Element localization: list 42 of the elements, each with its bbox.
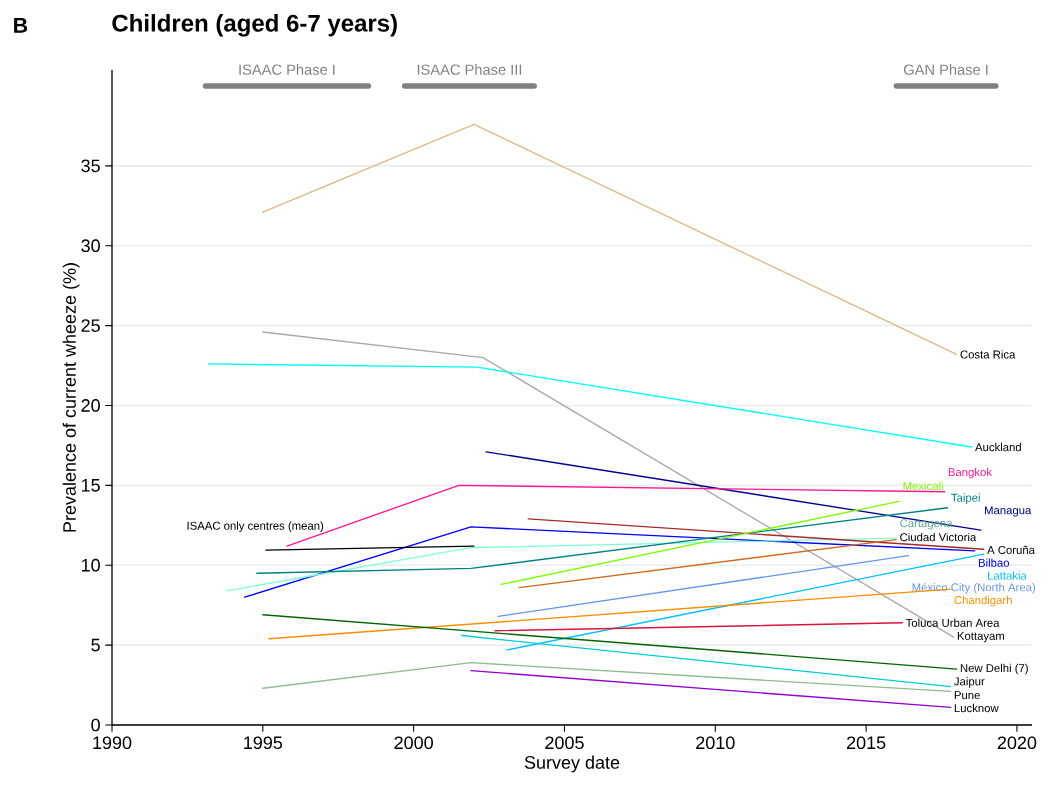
series-label: Auckland — [975, 442, 1021, 452]
annotation: ISAAC only centres (mean) — [187, 521, 324, 533]
series-label: Managua — [984, 506, 1032, 517]
series-label: Toluca Urban Area — [905, 618, 1000, 627]
y-tick-label: 5 — [91, 638, 100, 652]
series-label: Taipei — [951, 493, 980, 504]
x-tick-label: 2010 — [696, 736, 735, 750]
y-tick-label: 25 — [81, 319, 100, 332]
series-label: Bilbao — [978, 558, 1010, 567]
y-tick-label: 30 — [81, 239, 100, 253]
x-tick-label: 2000 — [394, 736, 433, 750]
text: B — [14, 17, 28, 33]
series-label: Kottayam — [957, 632, 1005, 643]
y-tick-label: 0 — [91, 718, 100, 732]
series-label: Costa Rica — [960, 350, 1016, 359]
y-tick-label: 10 — [81, 558, 100, 572]
x-tick-label: 1990 — [93, 736, 132, 750]
x-tick-label: 1995 — [244, 736, 283, 750]
y-axis-title: Prevalence of current wheeze (%) — [62, 263, 80, 532]
series-label: Ciudad Victoria — [900, 532, 977, 542]
series-label: ISAAC Phase I — [239, 64, 335, 75]
series-label: Mexicali — [903, 481, 943, 491]
chart-title: Children (aged 6-7 years) — [112, 14, 397, 37]
series-label: Lattakia — [988, 571, 1027, 580]
series-label: GAN Phase I — [903, 64, 988, 75]
series-label: A Coruña — [987, 545, 1035, 554]
series-label: Chandigarh — [954, 595, 1012, 607]
x-tick-label: 2015 — [846, 736, 886, 750]
y-tick-label: 35 — [81, 159, 100, 173]
series-label: New Delhi (7) — [960, 663, 1028, 675]
x-tick-label: 2005 — [545, 736, 584, 750]
x-tick-label: 2020 — [997, 736, 1037, 750]
y-tick-label: 15 — [81, 479, 100, 492]
series-label: Cartagena — [900, 519, 953, 530]
series-label: ISAAC Phase III — [417, 64, 522, 75]
series-label: Bangkok — [948, 467, 992, 479]
series-label: Lucknow — [954, 703, 999, 713]
text: México City (North Area) — [912, 582, 1036, 594]
series-label: Jaipur — [954, 677, 985, 688]
x-axis-title: Survey date — [524, 755, 620, 773]
series-label: Pune — [954, 691, 980, 700]
y-tick-label: 20 — [81, 399, 100, 412]
